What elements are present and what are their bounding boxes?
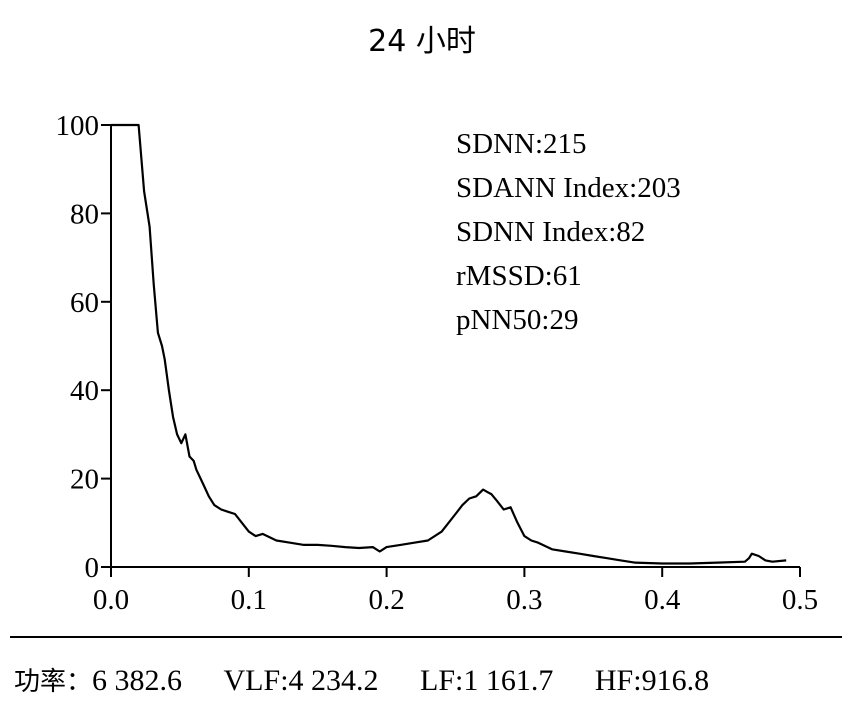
- vlf-value: VLF:4 234.2: [223, 664, 379, 697]
- x-tick-label: 0.5: [782, 584, 818, 616]
- y-tick-label: 80: [70, 198, 99, 230]
- x-tick-label: 0.0: [93, 584, 129, 616]
- stat-sdnn: SDNN:215: [456, 128, 587, 160]
- hf-value: HF:916.8: [594, 664, 710, 697]
- stat-sdnn-index: SDNN Index:82: [456, 216, 646, 248]
- spectrum-line: [111, 123, 787, 565]
- divider-line: [10, 636, 842, 638]
- y-tick-label: 0: [85, 552, 100, 584]
- hrv-stats: SDNN:215 SDANN Index:203 SDNN Index:82 r…: [456, 122, 681, 342]
- power-label: 功率：: [14, 667, 93, 697]
- hrv-spectrum-chart: 0 20 40 60 80 100 0.0 0.1 0.2 0.3 0.4 0.5: [56, 110, 819, 616]
- stat-rmssd: rMSSD:61: [456, 260, 582, 292]
- lf-value: LF:1 161.7: [420, 664, 554, 697]
- chart-title: 24 小时: [368, 24, 476, 59]
- x-tick-label: 0.3: [506, 584, 542, 616]
- stat-pnn50: pNN50:29: [456, 304, 579, 336]
- y-tick-label: 40: [70, 375, 99, 407]
- y-tick-label: 100: [56, 110, 100, 142]
- power-summary: 功率：6 382.6 VLF:4 234.2 LF:1 161.7 HF:916…: [14, 661, 743, 698]
- power-value: 6 382.6: [92, 664, 183, 697]
- y-tick-label: 20: [70, 464, 99, 496]
- x-tick-label: 0.2: [368, 584, 404, 616]
- y-tick-label: 60: [70, 287, 99, 319]
- x-tick-label: 0.1: [231, 584, 267, 616]
- stat-sdann-index: SDANN Index:203: [456, 172, 681, 204]
- x-tick-label: 0.4: [644, 584, 681, 616]
